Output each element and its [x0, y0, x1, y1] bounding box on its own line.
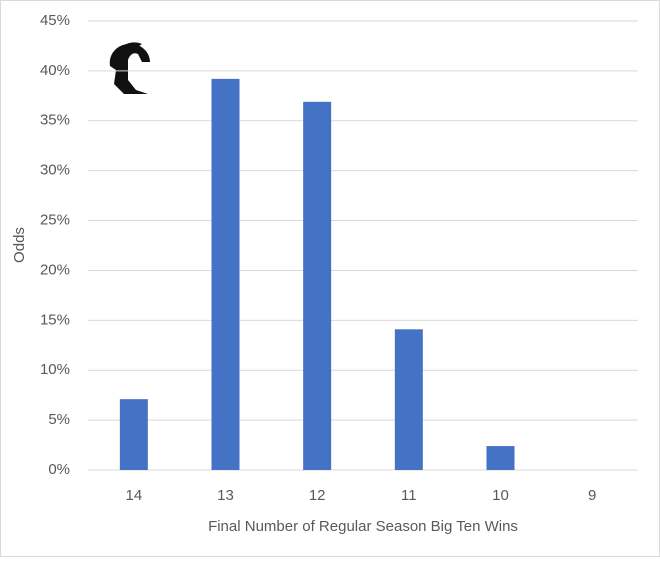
- x-tick-label: 12: [309, 487, 326, 504]
- bar: [486, 446, 515, 470]
- bar: [119, 399, 148, 470]
- x-tick-label: 10: [492, 487, 509, 504]
- y-tick-label: 25%: [40, 212, 70, 229]
- x-axis-title: Final Number of Regular Season Big Ten W…: [208, 518, 518, 535]
- x-tick-label: 14: [125, 487, 142, 504]
- y-tick-label: 5%: [48, 411, 70, 428]
- y-tick-label: 30%: [40, 162, 70, 179]
- bar: [394, 329, 423, 470]
- x-tick-label: 13: [217, 487, 234, 504]
- y-tick-label: 35%: [40, 112, 70, 129]
- y-tick-label: 45%: [40, 12, 70, 29]
- y-tick-label: 20%: [40, 261, 70, 278]
- x-tick-label: 11: [401, 487, 417, 504]
- x-tick-label: 9: [588, 487, 596, 504]
- y-tick-label: 0%: [48, 461, 70, 478]
- bar: [303, 101, 332, 470]
- y-axis-title: Odds: [11, 227, 28, 263]
- y-tick-label: 15%: [40, 311, 70, 328]
- bar: [211, 78, 240, 471]
- team-logo: [109, 42, 150, 94]
- y-tick-label: 10%: [40, 361, 70, 378]
- y-tick-label: 40%: [40, 62, 70, 79]
